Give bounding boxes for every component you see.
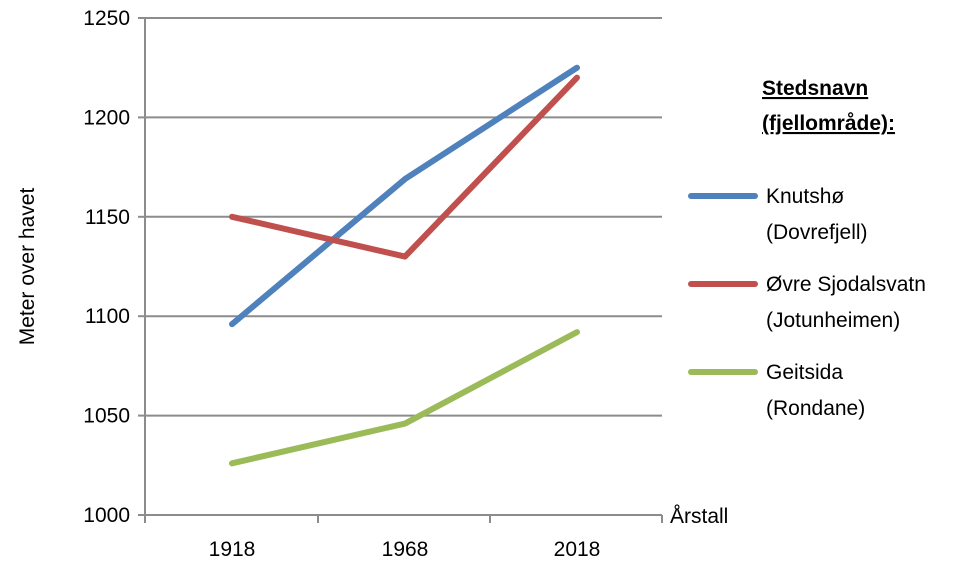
legend-label: Geitsida xyxy=(766,361,843,384)
series-line xyxy=(229,329,580,467)
y-tick-label: 1200 xyxy=(83,106,130,129)
series-line xyxy=(229,74,580,260)
legend-label: (Dovrefjell) xyxy=(766,221,868,244)
y-tick-label: 1050 xyxy=(83,405,130,428)
series-lines xyxy=(229,64,580,467)
axes xyxy=(138,17,663,523)
axis-labels: 1000 1050 1100 1150 1200 1250 1918 1968 2018 Årst… xyxy=(16,7,728,561)
series-line xyxy=(229,64,580,328)
legend-label: (Rondane) xyxy=(766,397,865,420)
y-tick-label: 1000 xyxy=(83,504,130,527)
legend-title: Stedsnavn xyxy=(762,77,868,100)
legend-label: Knutshø xyxy=(766,185,844,208)
legend-title: (fjellområde): xyxy=(762,112,895,135)
legend: Stedsnavn (fjellområde): Knutshø (Dovrefjel… xyxy=(688,77,926,420)
y-tick-label: 1150 xyxy=(85,206,130,229)
y-tick-label: 1100 xyxy=(85,305,130,328)
legend-label: (Jotunheimen) xyxy=(766,309,900,332)
y-axis-title: Meter over havet xyxy=(16,188,39,346)
x-tick-label: 1968 xyxy=(382,538,429,561)
x-axis-title: Årstall xyxy=(670,505,728,528)
legend-label: Øvre Sjodalsvatn xyxy=(766,273,926,296)
y-tick-label: 1250 xyxy=(83,7,130,30)
x-tick-label: 2018 xyxy=(554,538,601,561)
gridlines xyxy=(145,17,662,417)
x-tick-label: 1918 xyxy=(209,538,256,561)
